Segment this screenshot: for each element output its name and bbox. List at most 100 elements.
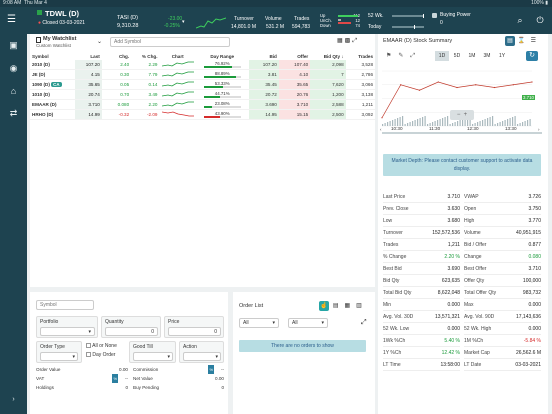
col-symbol[interactable]: Symbol xyxy=(32,53,49,59)
symbol-text: EMAAR (D) xyxy=(32,102,57,107)
draw-tool-icon[interactable]: ✎ xyxy=(398,53,404,59)
status-date: Thu Mar 4 xyxy=(24,0,47,6)
expand-icon[interactable]: ⤢ xyxy=(352,38,360,44)
portfolio-select[interactable]: ▾ xyxy=(40,327,95,336)
portfolio-box[interactable]: Portfolio ▾ xyxy=(36,316,98,338)
volume-bar xyxy=(394,119,396,126)
no-orders-message: There are no orders to show xyxy=(239,340,366,352)
volume-bar xyxy=(462,119,464,126)
vat-info-icon[interactable]: % xyxy=(112,374,118,383)
watchlist-row[interactable]: EMAAR (D) 3.710 0.080 2.20 23.08% 3.690 … xyxy=(30,99,375,110)
action-select[interactable]: ▾ xyxy=(183,352,221,361)
add-watchlist-icon[interactable]: ▦ xyxy=(337,38,345,44)
list-view-icon[interactable]: ☰ xyxy=(530,38,537,44)
tap-view-icon[interactable]: ☝ xyxy=(319,301,329,311)
index-name[interactable]: TASI (D) xyxy=(117,15,138,21)
menu-icon[interactable]: ☰ xyxy=(7,14,16,25)
col-pct-chg[interactable]: % Chg. xyxy=(141,53,158,59)
order-list-expand-icon[interactable]: ⤢ xyxy=(361,319,367,326)
day-order-checkbox[interactable] xyxy=(86,352,91,358)
watchlist-row[interactable]: 1090 (D) CA 35.65 0.05 0.14 53.33% 35.45… xyxy=(30,79,375,90)
summary-value: 1,211 xyxy=(447,242,460,248)
summary-row: Total Bid Qty 8,622,048 xyxy=(383,287,460,299)
chart-scrollbar[interactable] xyxy=(382,132,542,134)
power-icon[interactable]: ⏻ xyxy=(536,15,544,25)
grid-view-icon[interactable]: ▦ xyxy=(344,303,351,309)
price-input[interactable]: 0 xyxy=(168,327,221,336)
col-bid-qty[interactable]: Bid Qty ↓ xyxy=(310,52,345,60)
col-bid-qty-label: Bid Qty xyxy=(323,53,341,59)
good-till-select[interactable]: ▾ xyxy=(133,352,173,361)
row-bid-qty: 7 xyxy=(310,69,346,80)
transfer-nav-icon[interactable]: ⇄ xyxy=(9,108,18,118)
expand-nav-icon[interactable]: › xyxy=(12,396,15,403)
range-tab-5d[interactable]: 5D xyxy=(453,53,461,59)
search-icon[interactable]: ⌕ xyxy=(517,15,523,25)
watchlist-row[interactable]: HRHO (D) 14.99 -0.32 -2.09 43.90% 14.95 … xyxy=(30,109,375,120)
range-tab-1d[interactable]: 1D xyxy=(435,51,449,61)
summary-row: 52 Wk. Low 0.000 xyxy=(383,323,460,335)
col-trades[interactable]: Trades xyxy=(358,53,373,59)
summary-view-icon[interactable]: ▤ xyxy=(505,36,515,46)
order-filter-status[interactable]: All ▾ xyxy=(239,318,279,328)
chart-expand-icon[interactable]: ⤢ xyxy=(410,53,416,59)
range-tab-1y[interactable]: 1Y xyxy=(498,53,506,59)
day-range-pct: 76.92% xyxy=(214,61,230,66)
volume-bar xyxy=(484,119,486,126)
refresh-icon[interactable]: ↻ xyxy=(526,51,538,61)
range-tab-1m[interactable]: 1M xyxy=(468,53,476,59)
col-chart[interactable]: Chart xyxy=(171,53,184,59)
order-type-box[interactable]: Order Type ▾ xyxy=(36,341,82,363)
summary-key: LT Date xyxy=(464,362,482,368)
watchlist-title[interactable]: My Watchlist xyxy=(43,36,77,42)
day-order-option[interactable]: Day Order xyxy=(86,352,115,358)
vat-label: VAT xyxy=(36,376,45,381)
col-bid[interactable]: Bid xyxy=(269,53,277,59)
delete-watchlist-icon[interactable]: ▩ xyxy=(344,38,353,44)
corporate-action-badge[interactable]: CA xyxy=(51,82,62,87)
zoom-in-icon[interactable]: + xyxy=(463,112,468,118)
order-filter-type[interactable]: All ▾ xyxy=(288,318,328,328)
good-till-box[interactable]: Good Till ▾ xyxy=(129,341,176,363)
price-box[interactable]: Price 0 xyxy=(164,316,224,338)
all-or-none-checkbox[interactable] xyxy=(86,343,91,349)
commission-info-icon[interactable]: % xyxy=(208,365,214,374)
all-or-none-option[interactable]: All or None xyxy=(86,343,117,349)
volume-bar xyxy=(404,124,406,126)
list-view-icon[interactable]: ▤ xyxy=(332,303,339,309)
user-nav-icon[interactable]: ◉ xyxy=(9,63,18,73)
row-symbol[interactable]: HRHO (D) xyxy=(30,109,75,120)
action-box[interactable]: Action ▾ xyxy=(179,341,224,363)
chart-type-icon[interactable]: ⚑ xyxy=(386,53,392,59)
col-chg[interactable]: Chg. xyxy=(118,53,130,59)
quantity-input[interactable]: 0 xyxy=(105,327,158,336)
col-last[interactable]: Last xyxy=(90,53,100,59)
watchlist-row[interactable]: 2010 (D) 107.20 2.40 2.29 76.92% 107.20 … xyxy=(30,60,375,70)
index-dropdown-icon[interactable]: ▾ xyxy=(182,19,185,25)
range-tab-3m[interactable]: 3M xyxy=(483,53,491,59)
portfolio-nav-icon[interactable]: ▣ xyxy=(9,40,18,50)
watchlist-row[interactable]: JE (D) 4.15 0.30 7.79 88.89% 3.81 4.10 7… xyxy=(30,69,375,80)
add-symbol-input[interactable] xyxy=(110,37,230,47)
detail-view-icon[interactable]: ▥ xyxy=(356,303,362,309)
exchange-symbol[interactable]: TDWL (D) xyxy=(45,9,80,18)
row-symbol[interactable]: 2010 (D) xyxy=(30,60,75,70)
row-symbol[interactable]: EMAAR (D) xyxy=(30,99,75,110)
bank-nav-icon[interactable]: ⌂ xyxy=(10,86,17,96)
action-chevron-icon: ▾ xyxy=(215,354,218,360)
row-symbol[interactable]: 1010 (D) xyxy=(30,89,75,100)
zoom-out-icon[interactable]: − xyxy=(456,112,461,118)
watchlist-dropdown-icon[interactable]: ⌄ xyxy=(97,39,103,45)
row-symbol[interactable]: 1090 (D) CA xyxy=(30,79,75,90)
quantity-box[interactable]: Quantity 0 xyxy=(101,316,161,338)
watchlist-row[interactable]: 1010 (D) 20.74 0.70 3.49 44.71% 20.72 20… xyxy=(30,89,375,100)
col-offer[interactable]: Offer xyxy=(297,53,309,59)
col-day-range[interactable]: Day Range xyxy=(210,53,235,59)
row-symbol[interactable]: JE (D) xyxy=(30,69,75,80)
depth-view-icon[interactable]: ⌛ xyxy=(517,38,526,44)
xaxis-scroll-right-icon[interactable]: › xyxy=(538,127,540,132)
buying-power-label[interactable]: Buying Power xyxy=(440,12,471,18)
order-type-select[interactable]: ▾ xyxy=(40,352,78,361)
symbol-input[interactable] xyxy=(36,300,94,310)
xaxis-scroll-left-icon[interactable]: ‹ xyxy=(380,127,382,132)
